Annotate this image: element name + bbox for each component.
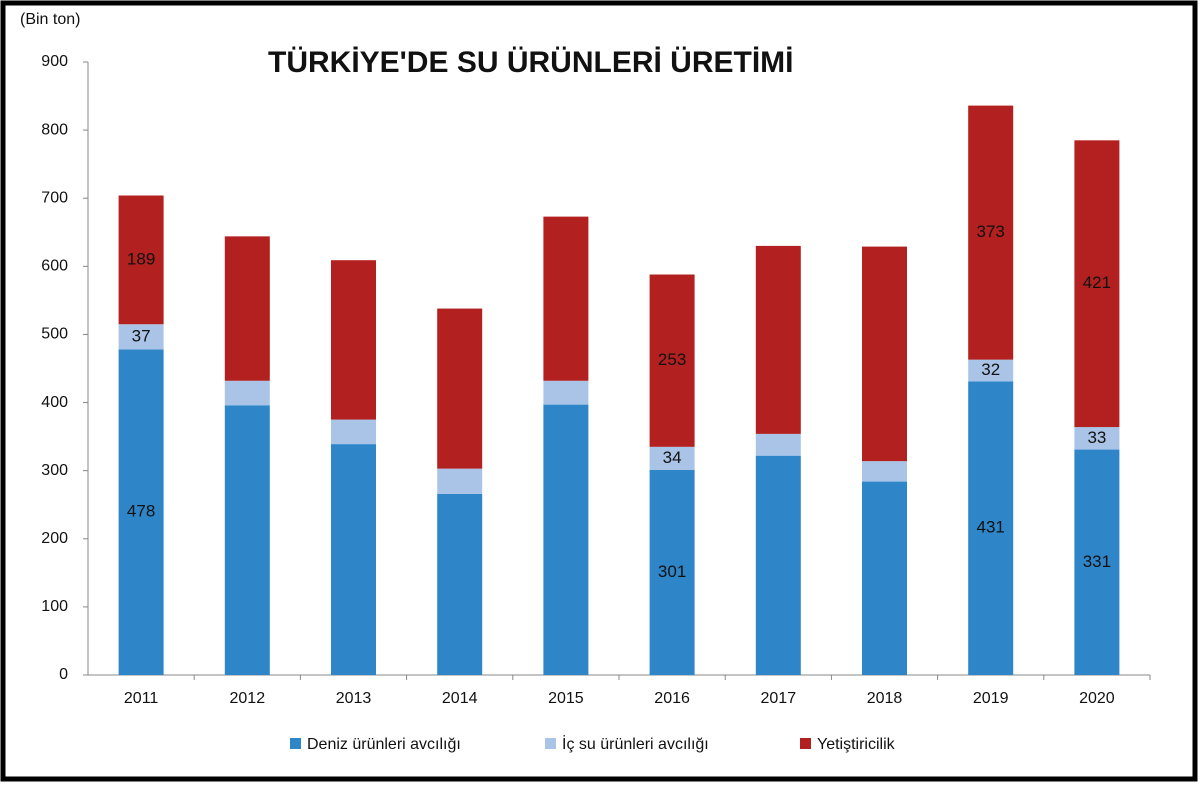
bar-segment: [1074, 140, 1120, 428]
bar-segment: [224, 405, 270, 675]
bar-segment: [755, 433, 801, 456]
y-tick-label: 300: [41, 462, 68, 479]
chart-title: TÜRKİYE'DE SU ÜRÜNLERİ ÜRETİMİ: [268, 46, 793, 79]
data-label: 431: [977, 518, 1005, 537]
bar-segment: [331, 260, 376, 420]
bar-segment: [1074, 427, 1120, 450]
y-tick-label: 100: [41, 598, 68, 615]
y-tick-label: 800: [41, 121, 68, 138]
legend-label: Deniz ürünleri avcılığı: [307, 736, 461, 753]
data-label: 421: [1083, 273, 1111, 292]
x-tick-label: 2019: [973, 690, 1009, 707]
y-tick-label: 600: [41, 258, 68, 275]
bar-segment: [755, 455, 801, 675]
x-tick-label: 2016: [654, 690, 690, 707]
bar-segment: [118, 324, 164, 350]
data-label: 32: [981, 360, 1000, 379]
bar-segment: [437, 493, 483, 675]
legend-swatch: [800, 738, 811, 749]
bar-segment: [331, 419, 376, 445]
legend-label: Yetiştiricilik: [817, 736, 896, 753]
x-tick-label: 2014: [442, 690, 478, 707]
x-tick-label: 2011: [124, 690, 159, 707]
y-tick-label: 400: [41, 394, 68, 411]
data-label: 253: [658, 350, 686, 369]
bar-segment: [968, 105, 1014, 360]
x-tick-label: 2015: [548, 690, 584, 707]
y-tick-label: 200: [41, 530, 68, 547]
data-label: 478: [127, 502, 155, 521]
x-tick-label: 2020: [1079, 690, 1115, 707]
bar-segment: [543, 216, 589, 381]
bar-segment: [437, 468, 483, 494]
bar-segment: [968, 359, 1014, 382]
y-tick-label: 0: [59, 666, 68, 683]
bar-segment: [224, 380, 270, 406]
x-tick-label: 2012: [230, 690, 266, 707]
bar-segment: [224, 236, 270, 381]
bar-segment: [862, 481, 907, 675]
bar-segment: [543, 380, 589, 405]
x-tick-label: 2018: [867, 690, 903, 707]
bar-segment: [755, 245, 801, 434]
bar-segment: [1074, 449, 1120, 675]
bar-segment: [862, 461, 907, 482]
data-label: 189: [127, 249, 155, 268]
x-tick-label: 2017: [761, 690, 797, 707]
bar-segment: [118, 195, 164, 325]
data-label: 373: [977, 222, 1005, 241]
bar-segment: [649, 274, 695, 447]
data-label: 34: [663, 448, 682, 467]
bar-segment: [437, 308, 483, 469]
bar-segment: [862, 246, 907, 462]
bar-segment: [649, 446, 695, 470]
legend-swatch: [545, 738, 556, 749]
data-label: 301: [658, 562, 686, 581]
y-axis-label: (Bin ton): [20, 11, 80, 28]
y-tick-label: 900: [41, 53, 68, 70]
bar-segment: [118, 349, 164, 675]
data-label: 331: [1083, 552, 1111, 571]
y-tick-label: 700: [41, 189, 68, 206]
bar-segment: [331, 444, 376, 675]
x-tick-label: 2013: [336, 690, 372, 707]
bar-segment: [543, 404, 589, 675]
bar-segment: [968, 381, 1014, 675]
bar-segment: [649, 469, 695, 675]
data-label: 37: [132, 326, 151, 345]
legend-swatch: [290, 738, 301, 749]
data-label: 33: [1087, 428, 1106, 447]
y-tick-label: 500: [41, 326, 68, 343]
legend-label: İç su ürünleri avcılığı: [562, 734, 709, 753]
